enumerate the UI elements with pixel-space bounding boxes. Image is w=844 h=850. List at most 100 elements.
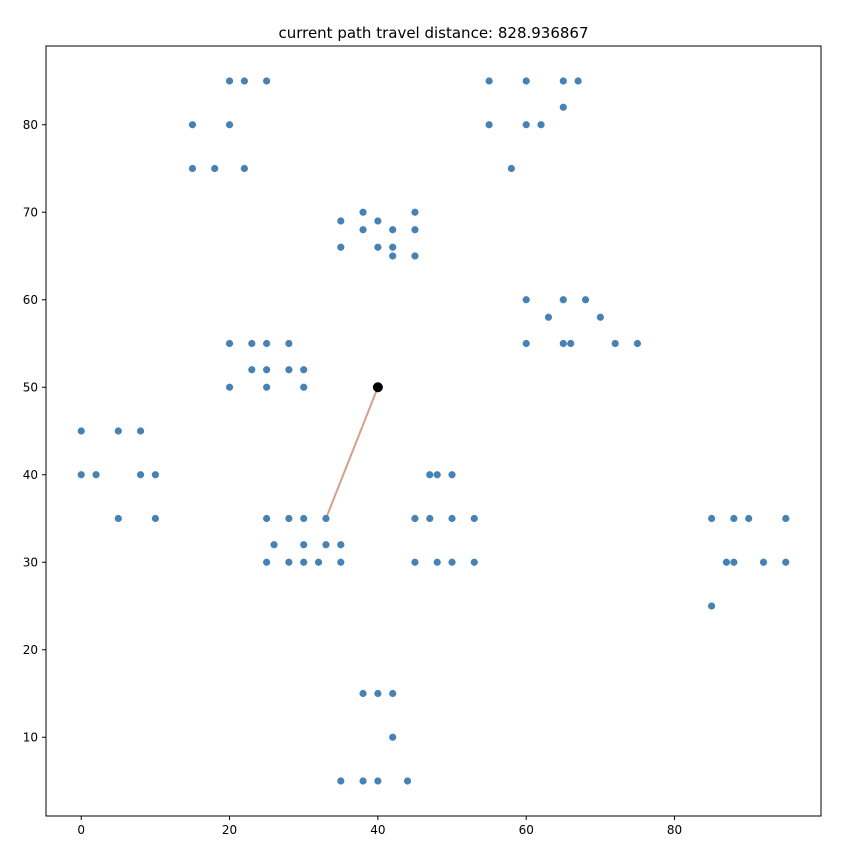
data-point <box>633 339 642 348</box>
data-point <box>759 558 768 566</box>
data-point <box>188 164 197 173</box>
data-point <box>211 164 219 173</box>
data-point <box>77 427 85 435</box>
data-point <box>389 243 397 251</box>
data-point <box>433 471 441 479</box>
data-point <box>374 217 382 225</box>
data-point <box>448 558 456 566</box>
points-layer <box>77 77 790 785</box>
data-point <box>522 296 530 304</box>
data-point <box>782 558 790 566</box>
data-point <box>337 217 345 225</box>
data-point <box>263 366 271 374</box>
data-point <box>359 777 367 785</box>
x-tick-label: 60 <box>519 823 534 837</box>
y-axis: 10 20 30 40 50 60 70 80 <box>23 118 46 744</box>
current-layer <box>372 382 383 393</box>
path-layer <box>325 386 379 519</box>
data-point <box>77 471 85 479</box>
data-point <box>314 558 323 566</box>
data-point <box>359 226 367 234</box>
y-tick-label: 80 <box>23 118 38 132</box>
y-tick-label: 50 <box>23 380 38 394</box>
data-point <box>359 208 367 216</box>
data-point <box>722 558 731 566</box>
data-point <box>559 296 567 304</box>
data-point <box>559 103 567 111</box>
data-point <box>411 514 419 523</box>
data-point <box>136 471 145 479</box>
data-point <box>567 339 575 348</box>
data-point <box>470 514 478 523</box>
data-point <box>114 427 122 435</box>
x-axis: 0 20 40 60 80 <box>77 816 682 837</box>
data-point <box>708 514 716 523</box>
x-tick-label: 80 <box>667 823 682 837</box>
data-point <box>411 208 419 216</box>
data-point <box>248 339 256 348</box>
data-point <box>248 366 256 374</box>
data-point <box>263 514 271 523</box>
data-point <box>411 558 419 566</box>
data-point <box>374 689 382 698</box>
data-point <box>522 339 530 348</box>
data-point <box>389 733 397 741</box>
data-point <box>745 514 753 523</box>
x-tick-label: 0 <box>77 823 85 837</box>
data-point <box>470 558 478 566</box>
data-point <box>485 121 493 129</box>
data-point <box>225 121 234 129</box>
y-tick-label: 60 <box>23 293 38 307</box>
data-point <box>433 558 441 566</box>
data-point <box>559 77 567 85</box>
data-point <box>151 471 159 479</box>
data-point <box>581 296 590 304</box>
data-point <box>574 77 582 85</box>
data-point <box>322 541 330 549</box>
data-point <box>337 558 345 566</box>
current-point <box>372 382 383 393</box>
data-point <box>522 121 530 129</box>
data-point <box>389 689 397 698</box>
y-tick-label: 30 <box>23 555 38 569</box>
data-point <box>337 777 345 785</box>
data-point <box>300 514 308 523</box>
data-point <box>240 77 248 85</box>
data-point <box>389 252 397 260</box>
path-segment <box>325 386 379 519</box>
data-point <box>136 427 145 435</box>
data-point <box>300 541 308 549</box>
x-tick-label: 40 <box>370 823 385 837</box>
data-point <box>300 366 308 374</box>
data-point <box>240 164 248 173</box>
data-point <box>225 383 234 391</box>
data-point <box>389 226 397 234</box>
y-tick-label: 20 <box>23 643 38 657</box>
axes-frame <box>45 45 822 817</box>
data-point <box>263 383 271 391</box>
data-point <box>151 514 159 523</box>
data-point <box>263 558 271 566</box>
data-point <box>559 339 567 348</box>
data-point <box>448 471 456 479</box>
data-point <box>374 777 382 785</box>
data-point <box>285 366 293 374</box>
data-point <box>485 77 493 85</box>
data-point <box>322 514 330 523</box>
data-point <box>411 226 419 234</box>
data-point <box>114 514 122 523</box>
data-point <box>263 77 271 85</box>
data-point <box>611 339 619 348</box>
data-point <box>426 514 434 523</box>
data-point <box>285 339 293 348</box>
y-tick-label: 70 <box>23 205 38 219</box>
data-point <box>270 541 278 549</box>
data-point <box>426 471 434 479</box>
data-point <box>596 313 604 321</box>
data-point <box>225 339 234 348</box>
data-point <box>337 541 345 549</box>
data-point <box>522 77 530 85</box>
data-point <box>708 602 716 610</box>
data-point <box>300 383 308 391</box>
